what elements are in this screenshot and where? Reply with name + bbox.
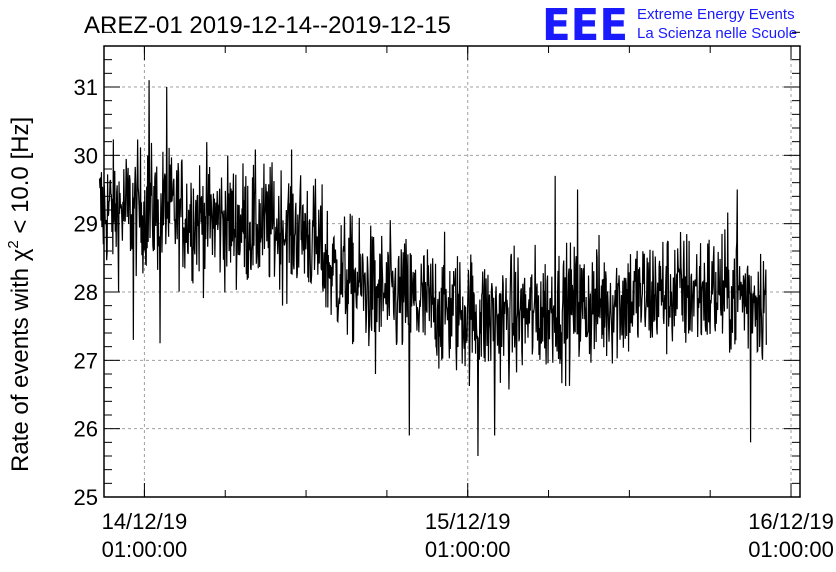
x-tick-time: 01:00:00	[425, 537, 511, 562]
axes	[103, 31, 801, 498]
y-axis-label: Rate of events with χ2 < 10.0 [Hz]	[5, 117, 34, 472]
y-tick-label: 26	[74, 417, 98, 442]
y-tick-label: 29	[74, 212, 98, 237]
eee-logo: EEE Extreme Energy Events La Scienza nel…	[542, 0, 797, 51]
logo-line-1: Extreme Energy Events	[637, 6, 795, 23]
y-tick-label: 25	[74, 485, 98, 510]
y-tick-labels: 25 26 27 28 29 30 31	[74, 75, 98, 510]
y-tick-label: 27	[74, 348, 98, 373]
y-tick-label: 28	[74, 280, 98, 305]
chart-title: AREZ-01 2019-12-14--2019-12-15	[84, 12, 451, 39]
logo-mark: EEE	[542, 0, 628, 51]
x-tick-date: 15/12/19	[425, 509, 511, 534]
series-group	[98, 80, 767, 457]
y-tick-label: 31	[74, 75, 98, 100]
x-tick-time: 01:00:00	[748, 537, 834, 562]
plot-frame	[103, 45, 801, 498]
x-tick-date: 16/12/19	[748, 509, 834, 534]
grid-lines	[104, 46, 800, 497]
x-tick-date: 14/12/19	[102, 509, 188, 534]
x-tick-labels: 14/12/19 01:00:00 15/12/19 01:00:00 16/12/19…	[102, 509, 834, 562]
logo-line-2: La Scienza nelle Scuole	[637, 25, 797, 42]
y-tick-label: 30	[74, 143, 98, 168]
series-line	[98, 80, 767, 457]
x-tick-time: 01:00:00	[102, 537, 188, 562]
